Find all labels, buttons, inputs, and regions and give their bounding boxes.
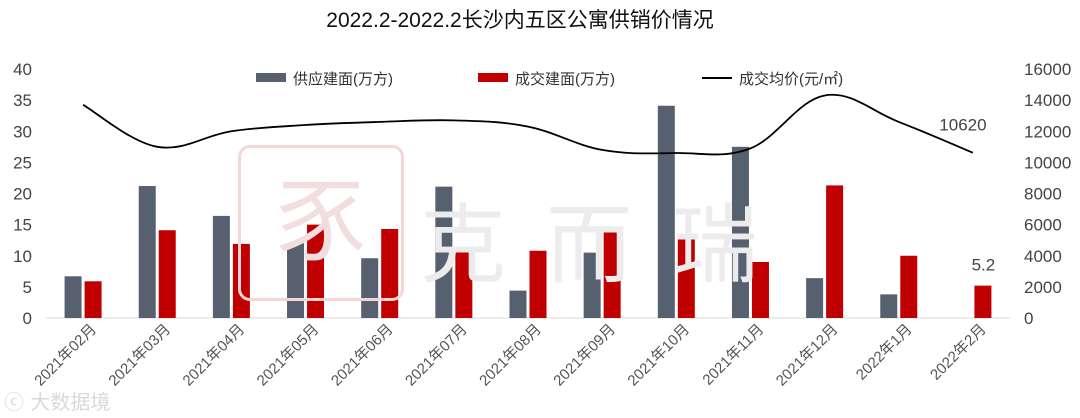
y-left-tick-label: 35 bbox=[13, 91, 32, 110]
legend-label: 成交均价(元/㎡) bbox=[739, 70, 843, 88]
supply-bar bbox=[731, 146, 749, 318]
deal-bar bbox=[455, 248, 473, 318]
y-left-tick-label: 20 bbox=[13, 185, 32, 204]
y-left-tick-label: 40 bbox=[13, 60, 32, 79]
x-tick-label: 2022年2月 bbox=[927, 321, 990, 384]
x-tick-label: 2022年1月 bbox=[853, 321, 916, 384]
x-tick-label: 2021年09月 bbox=[550, 321, 619, 390]
y-right-tick-label: 4000 bbox=[1024, 247, 1062, 266]
deal-bar bbox=[232, 243, 250, 318]
data-label: 5.2 bbox=[972, 256, 996, 275]
deal-bar bbox=[900, 255, 918, 318]
deal-bar bbox=[974, 285, 992, 318]
x-tick-label: 2021年03月 bbox=[105, 321, 174, 390]
x-tick-label: 2021年10月 bbox=[625, 321, 694, 390]
x-axis: 2021年02月 2021年03月 2021年04月 2021年05月 2021年06月… bbox=[31, 321, 989, 390]
supply-bar bbox=[880, 294, 898, 318]
x-tick-label: 2021年11月 bbox=[699, 321, 767, 389]
supply-bar bbox=[509, 290, 527, 318]
data-label: 10620 bbox=[939, 116, 986, 135]
deal-bar bbox=[381, 228, 399, 318]
y-left-axis: 0 5 10 15 20 25 30 35 40 bbox=[13, 60, 32, 328]
legend: 供应建面(万方) 成交建面(万方) 成交均价(元/㎡) bbox=[256, 70, 843, 88]
x-tick-label: 2021年02月 bbox=[31, 321, 100, 390]
line-layer bbox=[82, 93, 974, 156]
supply-bar bbox=[583, 252, 601, 318]
x-tick-label: 2021年05月 bbox=[254, 321, 323, 390]
supply-bar bbox=[806, 278, 824, 318]
deal-bar bbox=[529, 250, 547, 318]
x-tick-label: 2021年04月 bbox=[180, 321, 249, 390]
legend-bar-swatch bbox=[478, 73, 508, 82]
source-watermark: ⓒ 大数据境 bbox=[4, 390, 111, 414]
deal-bar bbox=[677, 238, 695, 318]
y-right-tick-label: 14000 bbox=[1024, 91, 1071, 110]
deal-bar bbox=[751, 261, 769, 318]
y-right-tick-label: 16000 bbox=[1024, 60, 1071, 79]
deal-bar bbox=[158, 230, 176, 318]
y-left-tick-label: 30 bbox=[13, 122, 32, 141]
y-left-tick-label: 10 bbox=[13, 247, 32, 266]
deal-bar bbox=[826, 185, 844, 318]
legend-bar-swatch bbox=[256, 73, 286, 82]
supply-bar bbox=[212, 215, 230, 318]
supply-bar bbox=[361, 258, 379, 318]
data-labels: 10620 5.2 bbox=[939, 116, 995, 275]
y-right-axis: 0 2000 4000 6000 8000 10000 12000 14000 16000 bbox=[1024, 60, 1071, 328]
y-left-tick-label: 15 bbox=[13, 216, 32, 235]
y-left-tick-label: 25 bbox=[13, 153, 32, 172]
y-left-tick-label: 0 bbox=[23, 309, 32, 328]
chart-title: 2022.2-2022.2长沙内五区公寓供销价情况 bbox=[326, 9, 713, 32]
y-left-tick-label: 5 bbox=[23, 278, 32, 297]
supply-bar bbox=[287, 243, 305, 318]
y-right-tick-label: 2000 bbox=[1024, 278, 1062, 297]
supply-bar bbox=[64, 276, 82, 318]
x-tick-label: 2021年08月 bbox=[476, 321, 545, 390]
supply-bar bbox=[435, 186, 453, 318]
x-tick-label: 2021年12月 bbox=[773, 321, 842, 390]
y-right-tick-label: 12000 bbox=[1024, 122, 1071, 141]
bar-layer bbox=[64, 105, 992, 318]
price-line bbox=[82, 93, 974, 156]
y-right-tick-label: 6000 bbox=[1024, 216, 1062, 235]
legend-label: 供应建面(万方) bbox=[293, 70, 393, 88]
deal-bar bbox=[307, 224, 325, 318]
y-right-tick-label: 10000 bbox=[1024, 153, 1071, 172]
deal-bar bbox=[84, 281, 102, 318]
supply-bar bbox=[657, 105, 675, 318]
supply-bar bbox=[138, 186, 156, 318]
x-tick-label: 2021年07月 bbox=[402, 321, 471, 390]
x-tick-label: 2021年06月 bbox=[328, 321, 397, 390]
deal-bar bbox=[603, 228, 621, 318]
y-right-tick-label: 8000 bbox=[1024, 185, 1062, 204]
y-right-tick-label: 0 bbox=[1024, 309, 1033, 328]
legend-label: 成交建面(万方) bbox=[515, 70, 615, 88]
